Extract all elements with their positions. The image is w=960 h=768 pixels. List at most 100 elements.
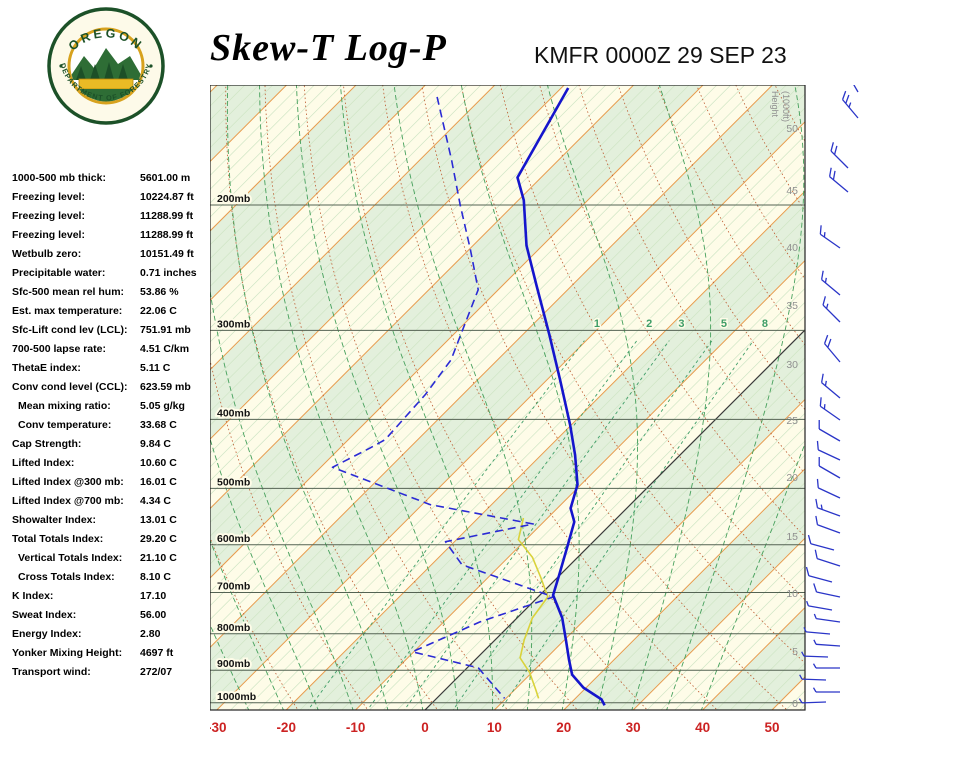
wind-barb-column [798, 85, 859, 704]
mixing-ratio-label: 2 [646, 318, 652, 330]
index-label: Freezing level: [12, 190, 85, 203]
pressure-label: 200mb [217, 193, 250, 205]
height-tick-label: 20 [786, 472, 798, 484]
mixing-ratio-line [366, 340, 638, 710]
mixing-ratio-line [307, 340, 585, 710]
index-value: 5.11 C [140, 361, 171, 374]
index-row: Mean mixing ratio: 5.05 g/kg [12, 396, 212, 415]
height-tick-label: 15 [786, 531, 798, 543]
index-value: 10224.87 ft [140, 190, 194, 203]
wind-barb [799, 674, 827, 681]
index-value: 9.84 C [140, 437, 171, 450]
pressure-label: 700mb [217, 580, 250, 592]
index-value: 0.71 inches [140, 266, 197, 279]
index-label: Conv temperature: [18, 418, 112, 431]
height-tick-label: 5 [792, 646, 798, 658]
index-row: Conv cond level (CCL): 623.59 mb [12, 377, 212, 396]
chart-border [210, 85, 806, 711]
index-row: Freezing level: 11288.99 ft [12, 225, 212, 244]
index-label: Energy Index: [12, 627, 82, 640]
wind-barb [815, 498, 841, 517]
index-label: Wetbulb zero: [12, 247, 82, 260]
wind-barb [806, 600, 833, 611]
index-value: 5601.00 m [140, 171, 191, 184]
index-label: Mean mixing ratio: [18, 399, 111, 412]
index-label: Precipitable water: [12, 266, 106, 279]
index-value: 56.00 [140, 608, 167, 621]
index-label: Sfc-500 mean rel hum: [12, 285, 125, 298]
isotherm [285, 190, 805, 710]
wind-barb [813, 613, 841, 623]
isotherm [210, 85, 565, 440]
wind-barb [818, 457, 841, 479]
index-value: 29.20 C [140, 532, 177, 545]
moist-adiabat [666, 85, 805, 710]
mixing-ratio-line [499, 340, 754, 710]
moist-adiabat [339, 85, 494, 710]
index-row: Wetbulb zero: 10151.49 ft [12, 244, 212, 263]
height-tick-label: 50 [786, 123, 798, 135]
isotherm [494, 398, 805, 710]
odf-logo: OREGON DEPARTMENT OF FORESTRY [46, 6, 166, 130]
index-row: 1000-500 mb thick: 5601.00 m [12, 168, 212, 187]
index-value: 16.01 C [140, 475, 177, 488]
index-value: 11288.99 ft [140, 228, 194, 241]
index-label: Transport wind: [12, 665, 91, 678]
index-row: Precipitable water: 0.71 inches [12, 263, 212, 282]
index-label: 1000-500 mb thick: [12, 171, 106, 184]
temp-axis-label: 30 [626, 720, 641, 735]
dry-adiabat [210, 358, 369, 710]
index-value: 17.10 [140, 589, 167, 602]
index-row: Cap Strength: 9.84 C [12, 434, 212, 453]
station-datetime: KMFR 0000Z 29 SEP 23 [534, 42, 787, 68]
index-value: 4.51 C/km [140, 342, 190, 355]
dry-adiabat [499, 85, 805, 601]
wind-barb [819, 397, 841, 421]
height-tick-label: 10 [786, 588, 798, 600]
temp-axis-label: -20 [276, 720, 296, 735]
pressure-label: 1000mb [217, 691, 256, 703]
index-label: Conv cond level (CCL): [12, 380, 128, 393]
isotherm [210, 85, 634, 510]
index-value: 4.34 C [140, 494, 171, 507]
wind-barb [816, 478, 841, 499]
index-row: Sfc-Lift cond lev (LCL): 751.91 mb [12, 320, 212, 339]
wetbulb-curve [517, 517, 549, 699]
wind-barb [823, 334, 841, 363]
isotherm [355, 259, 805, 710]
odf-logo-seal: OREGON DEPARTMENT OF FORESTRY [47, 7, 165, 125]
mixing-ratio-line [403, 340, 670, 710]
skewt-chart: 1 2 3 5 8200mb300mb400mb500mb600mb700mb800mb… [210, 85, 859, 735]
index-row: Vertical Totals Index: 21.10 C [12, 548, 212, 567]
isotherm [210, 85, 496, 371]
moist-adiabat [631, 85, 712, 710]
wind-barb [812, 687, 840, 693]
moist-adiabat [210, 288, 354, 710]
index-label: 700-500 lapse rate: [12, 342, 106, 355]
wind-barb [822, 296, 841, 323]
dry-adiabat [210, 536, 299, 710]
moist-adiabat [210, 436, 319, 710]
index-row: Yonker Mixing Height: 4697 ft [12, 643, 212, 662]
index-value: 21.10 C [140, 551, 177, 564]
wind-barb [841, 90, 859, 119]
wind-barb [803, 627, 831, 635]
index-row: 700-500 lapse rate: 4.51 C/km [12, 339, 212, 358]
index-label: Total Totals Index: [12, 532, 104, 545]
index-row: Transport wind: 272/07 [12, 662, 212, 681]
moist-adiabat [226, 85, 389, 710]
isotherm [210, 85, 357, 232]
mixing-ratio-label: 8 [762, 318, 768, 330]
index-row: Conv temperature: 33.68 C [12, 415, 212, 434]
pressure-label: 600mb [217, 533, 250, 545]
isotherm [210, 85, 704, 579]
wind-barb [820, 373, 841, 399]
index-label: K Index: [12, 589, 54, 602]
isotherm [563, 468, 805, 710]
wind-barb [801, 651, 829, 658]
isotherm [216, 121, 805, 710]
index-label: Lifted Index: [12, 456, 75, 469]
index-value: 53.86 % [140, 285, 179, 298]
